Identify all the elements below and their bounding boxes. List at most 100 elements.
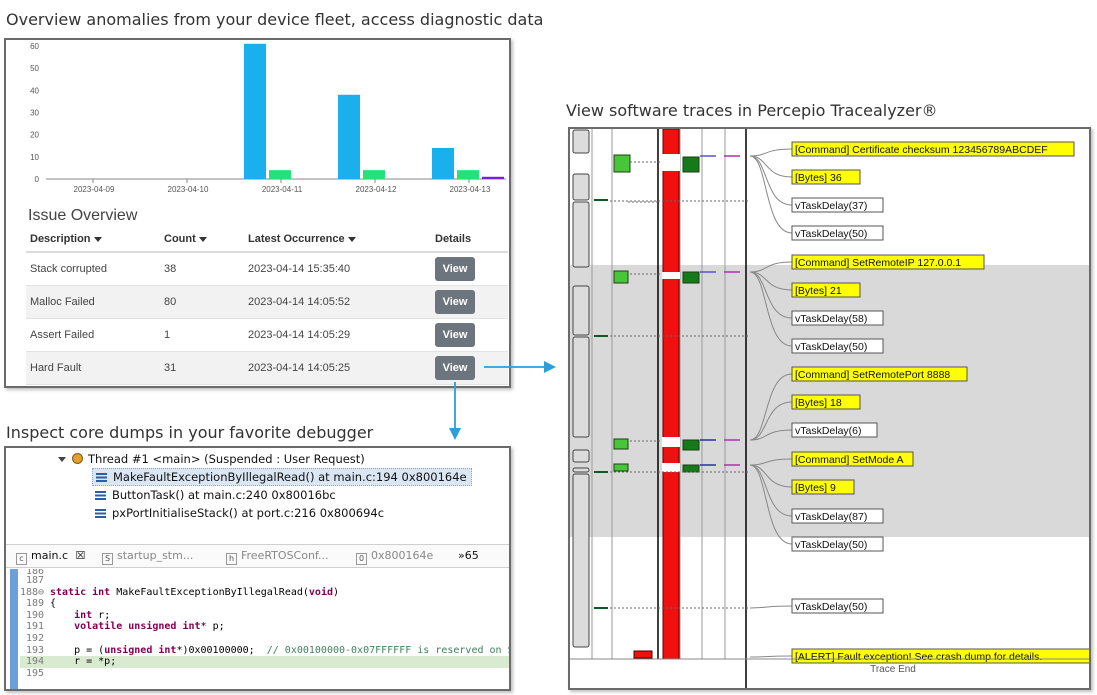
trace-label-text: vTaskDelay(50) (795, 228, 867, 240)
issue-description: Malloc Failed (26, 285, 160, 319)
label-connector (749, 155, 793, 206)
task-lane-block (572, 473, 590, 648)
label-connector (749, 373, 793, 441)
code-text: * p; (200, 621, 225, 633)
label-connector (749, 148, 793, 157)
task-instance-box (613, 270, 629, 284)
code-text (50, 610, 74, 621)
task-instance-box (613, 438, 629, 450)
table-row: Assert Failed 1 2023-04-14 14:05:29 View (26, 318, 508, 352)
task-instance-box (682, 271, 700, 284)
task-lane-block (572, 129, 590, 154)
task-lane-block (572, 173, 590, 201)
trace-label-text: [Command] SetMode A (795, 454, 904, 466)
issue-description: Stack corrupted (26, 252, 160, 286)
trace-label-box (791, 254, 985, 270)
trace-label-text: [Command] SetRemoteIP 127.0.0.1 (795, 257, 961, 269)
bar (269, 170, 291, 179)
sort-caret-icon (347, 236, 356, 242)
label-connector (749, 464, 793, 488)
code-line: 192 (20, 633, 509, 645)
code-line: 188⊖ static int MakeFaultExceptionByIlleg… (20, 587, 509, 599)
trace-label-box (791, 394, 861, 410)
table-row: Hard Fault 31 2023-04-14 14:05:25 View (26, 351, 508, 385)
label-connector (749, 261, 793, 273)
y-tick-label: 40 (30, 86, 39, 95)
tab-label: FreeRTOSConf... (241, 549, 329, 562)
tab-label: 0x800164e (371, 549, 434, 562)
view-button[interactable]: View (435, 355, 475, 380)
view-button[interactable]: View (435, 256, 475, 281)
tab-disassembly[interactable]: 0 0x800164e (356, 549, 433, 565)
code-keyword: void (308, 586, 333, 598)
line-number: 188⊖ (20, 586, 45, 598)
view-button[interactable]: View (435, 289, 475, 314)
close-icon[interactable]: ☒ (75, 549, 86, 562)
trace-label-box (791, 169, 861, 185)
alert-marker (633, 650, 653, 659)
issues-table: Description Count Latest Occurrence Deta… (26, 227, 508, 385)
task-instance-box (682, 439, 700, 451)
tab-main-c[interactable]: c main.c ☒ (16, 549, 85, 565)
issue-description: Assert Failed (26, 318, 160, 352)
task-instance-box (613, 463, 629, 472)
count-column-header[interactable]: Count (160, 227, 244, 253)
trace-label-box (791, 338, 884, 354)
code-text: r; (92, 609, 111, 621)
code-comment: // 0x00100000-0x07FFFFFF is reserved on … (266, 644, 511, 656)
view-button[interactable]: View (435, 322, 475, 347)
trace-label-box (791, 536, 884, 552)
debugger-panel: Thread #1 <main> (Suspended : User Reque… (4, 446, 511, 691)
table-row: Stack corrupted 38 2023-04-14 15:35:40 V… (26, 252, 508, 286)
bar (338, 94, 360, 179)
code-line: 190 int r; (20, 610, 509, 622)
thread-label: Thread #1 <main> (Suspended : User Reque… (88, 452, 365, 466)
code-editor[interactable]: 186 187 188⊖ static int MakeFaultExceptio… (20, 569, 509, 679)
code-keyword: static int (50, 586, 111, 598)
latest-column-header[interactable]: Latest Occurrence (244, 227, 431, 253)
issue-latest: 2023-04-14 14:05:52 (244, 285, 431, 319)
trace-label-text: [Bytes] 18 (795, 397, 842, 409)
code-line: 191 volatile unsigned int* p; (20, 621, 509, 633)
code-text: MakeFaultExceptionByIllegalRead( (110, 586, 309, 598)
trace-label-box (791, 225, 884, 241)
description-column-header[interactable]: Description (26, 227, 160, 253)
code-line-current: 194 r = *p; (20, 656, 509, 668)
details-column-header: Details (431, 227, 508, 253)
line-number: 186 (25, 569, 44, 575)
thread-row[interactable]: Thread #1 <main> (Suspended : User Reque… (58, 452, 365, 466)
y-tick-label: 20 (30, 131, 39, 140)
issue-latest: 2023-04-14 14:05:29 (244, 318, 431, 352)
y-tick-label: 10 (30, 153, 39, 162)
h-file-icon: h (226, 553, 237, 565)
issue-count: 1 (160, 318, 244, 352)
tab-freertosconfig[interactable]: h FreeRTOSConf... (226, 549, 329, 565)
stack-frame-label: pxPortInitialiseStack() at port.c:216 0x… (112, 506, 385, 520)
label-connector (749, 401, 793, 441)
collapse-chevron-icon[interactable] (58, 457, 66, 462)
task-tick (594, 335, 608, 337)
stack-frame-selected[interactable]: MakeFaultExceptionByIllegalRead() at mai… (92, 468, 472, 486)
issue-count: 80 (160, 285, 244, 319)
task-lane-block (572, 449, 590, 463)
execution-bar (662, 129, 680, 660)
y-tick-label: 30 (30, 109, 39, 118)
tab-overflow[interactable]: »65 (458, 549, 479, 562)
tracealyzer-panel: [Command] Certificate checksum 123456789… (568, 127, 1091, 690)
issues-bar-chart: 60 50 40 30 20 10 0 2023-04-09 2023-04-10 2023-04… (30, 42, 506, 194)
stack-frame[interactable]: ButtonTask() at main.c:240 0x80016bc (95, 488, 336, 502)
tab-label: main.c (31, 549, 69, 562)
x-tick-label: 2023-04-13 (450, 185, 491, 194)
trace-label-box (791, 141, 1075, 157)
line-number: 187 (25, 575, 44, 586)
trace-label-text: [Command] SetRemotePort 8888 (795, 369, 950, 381)
code-line: 193 p = (unsigned int*)0x00100000; // 0x… (20, 645, 509, 657)
stack-frame[interactable]: pxPortInitialiseStack() at port.c:216 0x… (95, 506, 384, 520)
line-number: 192 (25, 632, 44, 644)
thread-icon (72, 453, 83, 464)
trace-view[interactable]: [Command] Certificate checksum 123456789… (570, 129, 1089, 688)
label-connector (749, 271, 793, 291)
trace-label-text: vTaskDelay(50) (795, 539, 867, 551)
trace-label-box (791, 598, 884, 614)
